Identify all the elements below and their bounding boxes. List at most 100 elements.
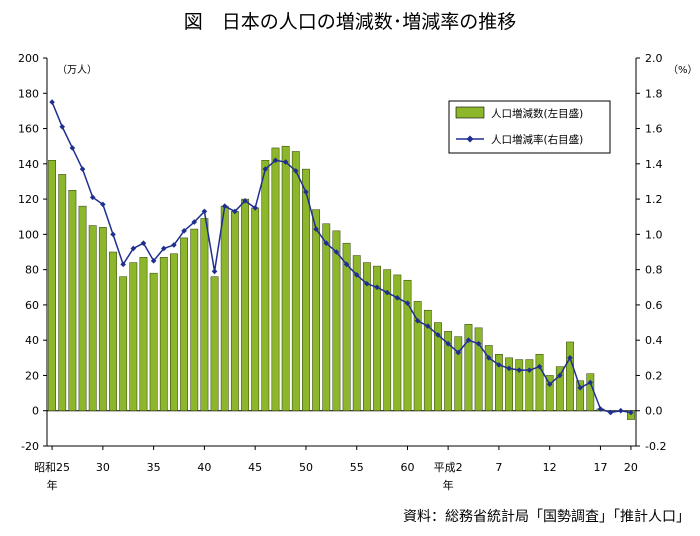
x-axis-ticks: 昭和25 年 30 35 40 45 50 55 60 平成2 年 7 12 17 20: [34, 446, 638, 492]
legend-bar-swatch: [455, 106, 485, 119]
line-point: [282, 159, 289, 165]
line-point: [607, 409, 614, 416]
x-axis-tick-label: 35: [147, 461, 161, 474]
right-axis-tick-label: 1.8: [645, 87, 663, 100]
bar: [342, 242, 351, 411]
bar: [332, 230, 341, 411]
bar: [129, 262, 138, 411]
line-point: [445, 340, 451, 347]
bar: [68, 190, 77, 411]
bar: [281, 145, 290, 411]
line-point: [323, 240, 330, 246]
line-point: [384, 289, 390, 296]
bar: [190, 228, 199, 411]
bar: [454, 336, 463, 411]
left-axis-unit: （万人）: [57, 64, 97, 76]
line-point: [201, 208, 208, 215]
bar: [383, 269, 392, 411]
legend-line-label: 人口増減率(右目盛): [491, 133, 583, 146]
bar: [291, 151, 300, 411]
x-axis-tick-label: 平成2: [434, 461, 463, 474]
bar: [576, 380, 585, 411]
right-axis-tick-label: 1.6: [645, 123, 663, 136]
bar: [586, 373, 595, 411]
bar: [423, 309, 432, 411]
left-axis-tick-label: 200: [18, 52, 39, 65]
bar: [78, 205, 87, 411]
line-point: [191, 219, 198, 225]
bar: [352, 255, 361, 411]
line-point: [414, 317, 421, 324]
right-axis-tick-label: 1.0: [645, 228, 663, 241]
bar: [413, 301, 422, 411]
bar: [566, 341, 574, 411]
right-axis-tick-label: 0.6: [645, 299, 663, 312]
bar: [403, 279, 412, 411]
line-point: [181, 228, 187, 234]
bar: [170, 253, 178, 411]
left-axis-tick-label: 120: [18, 193, 39, 206]
line-point: [262, 166, 269, 172]
line-point: [496, 362, 502, 368]
line-point: [597, 406, 604, 412]
line-point: [353, 272, 360, 278]
x-axis-tick-label: 昭和25: [34, 461, 70, 474]
line-point: [475, 340, 482, 347]
bar: [474, 327, 483, 411]
bar: [312, 209, 321, 411]
bar: [434, 322, 442, 411]
left-axis-tick-label: 60: [25, 299, 39, 312]
right-axis-tick-label: 1.2: [645, 193, 663, 206]
line-point: [557, 372, 563, 379]
bar: [555, 366, 564, 411]
bar: [261, 160, 270, 411]
x-axis-tick-sublabel: 年: [443, 478, 454, 492]
bar: [271, 147, 280, 411]
line-point: [272, 157, 279, 164]
line-point: [69, 145, 76, 151]
bar: [159, 257, 168, 411]
line-point: [374, 284, 380, 291]
line-point: [130, 245, 137, 252]
line-point: [465, 337, 472, 343]
right-axis-tick-label: 0.2: [645, 369, 663, 382]
bar: [535, 354, 544, 411]
left-axis-tick-label: 0: [32, 405, 39, 418]
bar: [373, 265, 381, 411]
bar: [362, 262, 371, 411]
x-axis-tick-label: 30: [96, 461, 110, 474]
x-axis-tick-label: 45: [248, 461, 262, 474]
bar: [251, 207, 260, 411]
line-point: [140, 240, 147, 246]
x-axis-tick-label: 20: [624, 461, 638, 474]
line-point: [546, 381, 553, 388]
line-point: [506, 365, 512, 372]
bar: [322, 223, 331, 411]
right-axis-tick-label: 0.8: [645, 264, 663, 277]
left-axis-tick-label: -20: [21, 440, 39, 453]
chart-title: 図 日本の人口の増減数･増減率の推移: [184, 11, 517, 33]
line-series: [49, 99, 634, 416]
x-axis-tick-label: 17: [593, 461, 607, 474]
line-point: [425, 323, 431, 329]
right-axis-tick-label: -0.2: [645, 440, 666, 453]
line-point: [252, 205, 258, 211]
line-point: [485, 355, 492, 361]
line-point: [333, 249, 340, 255]
right-axis-tick-label: 0.4: [645, 334, 663, 347]
legend-bar-label: 人口増減数(左目盛): [491, 107, 583, 120]
bar: [149, 272, 158, 411]
left-axis-tick-label: 20: [25, 369, 39, 382]
line-point: [577, 385, 583, 391]
bar: [210, 276, 219, 411]
line-point: [455, 349, 462, 356]
right-axis-tick-label: 0.0: [645, 405, 663, 418]
left-axis-tick-label: 140: [18, 158, 39, 171]
legend: 人口増減数(左目盛) 人口増減率(右目盛): [448, 100, 611, 154]
line-point: [120, 261, 126, 268]
bar: [139, 257, 148, 411]
line-point: [343, 261, 350, 268]
x-axis-tick-label: 7: [495, 461, 502, 474]
